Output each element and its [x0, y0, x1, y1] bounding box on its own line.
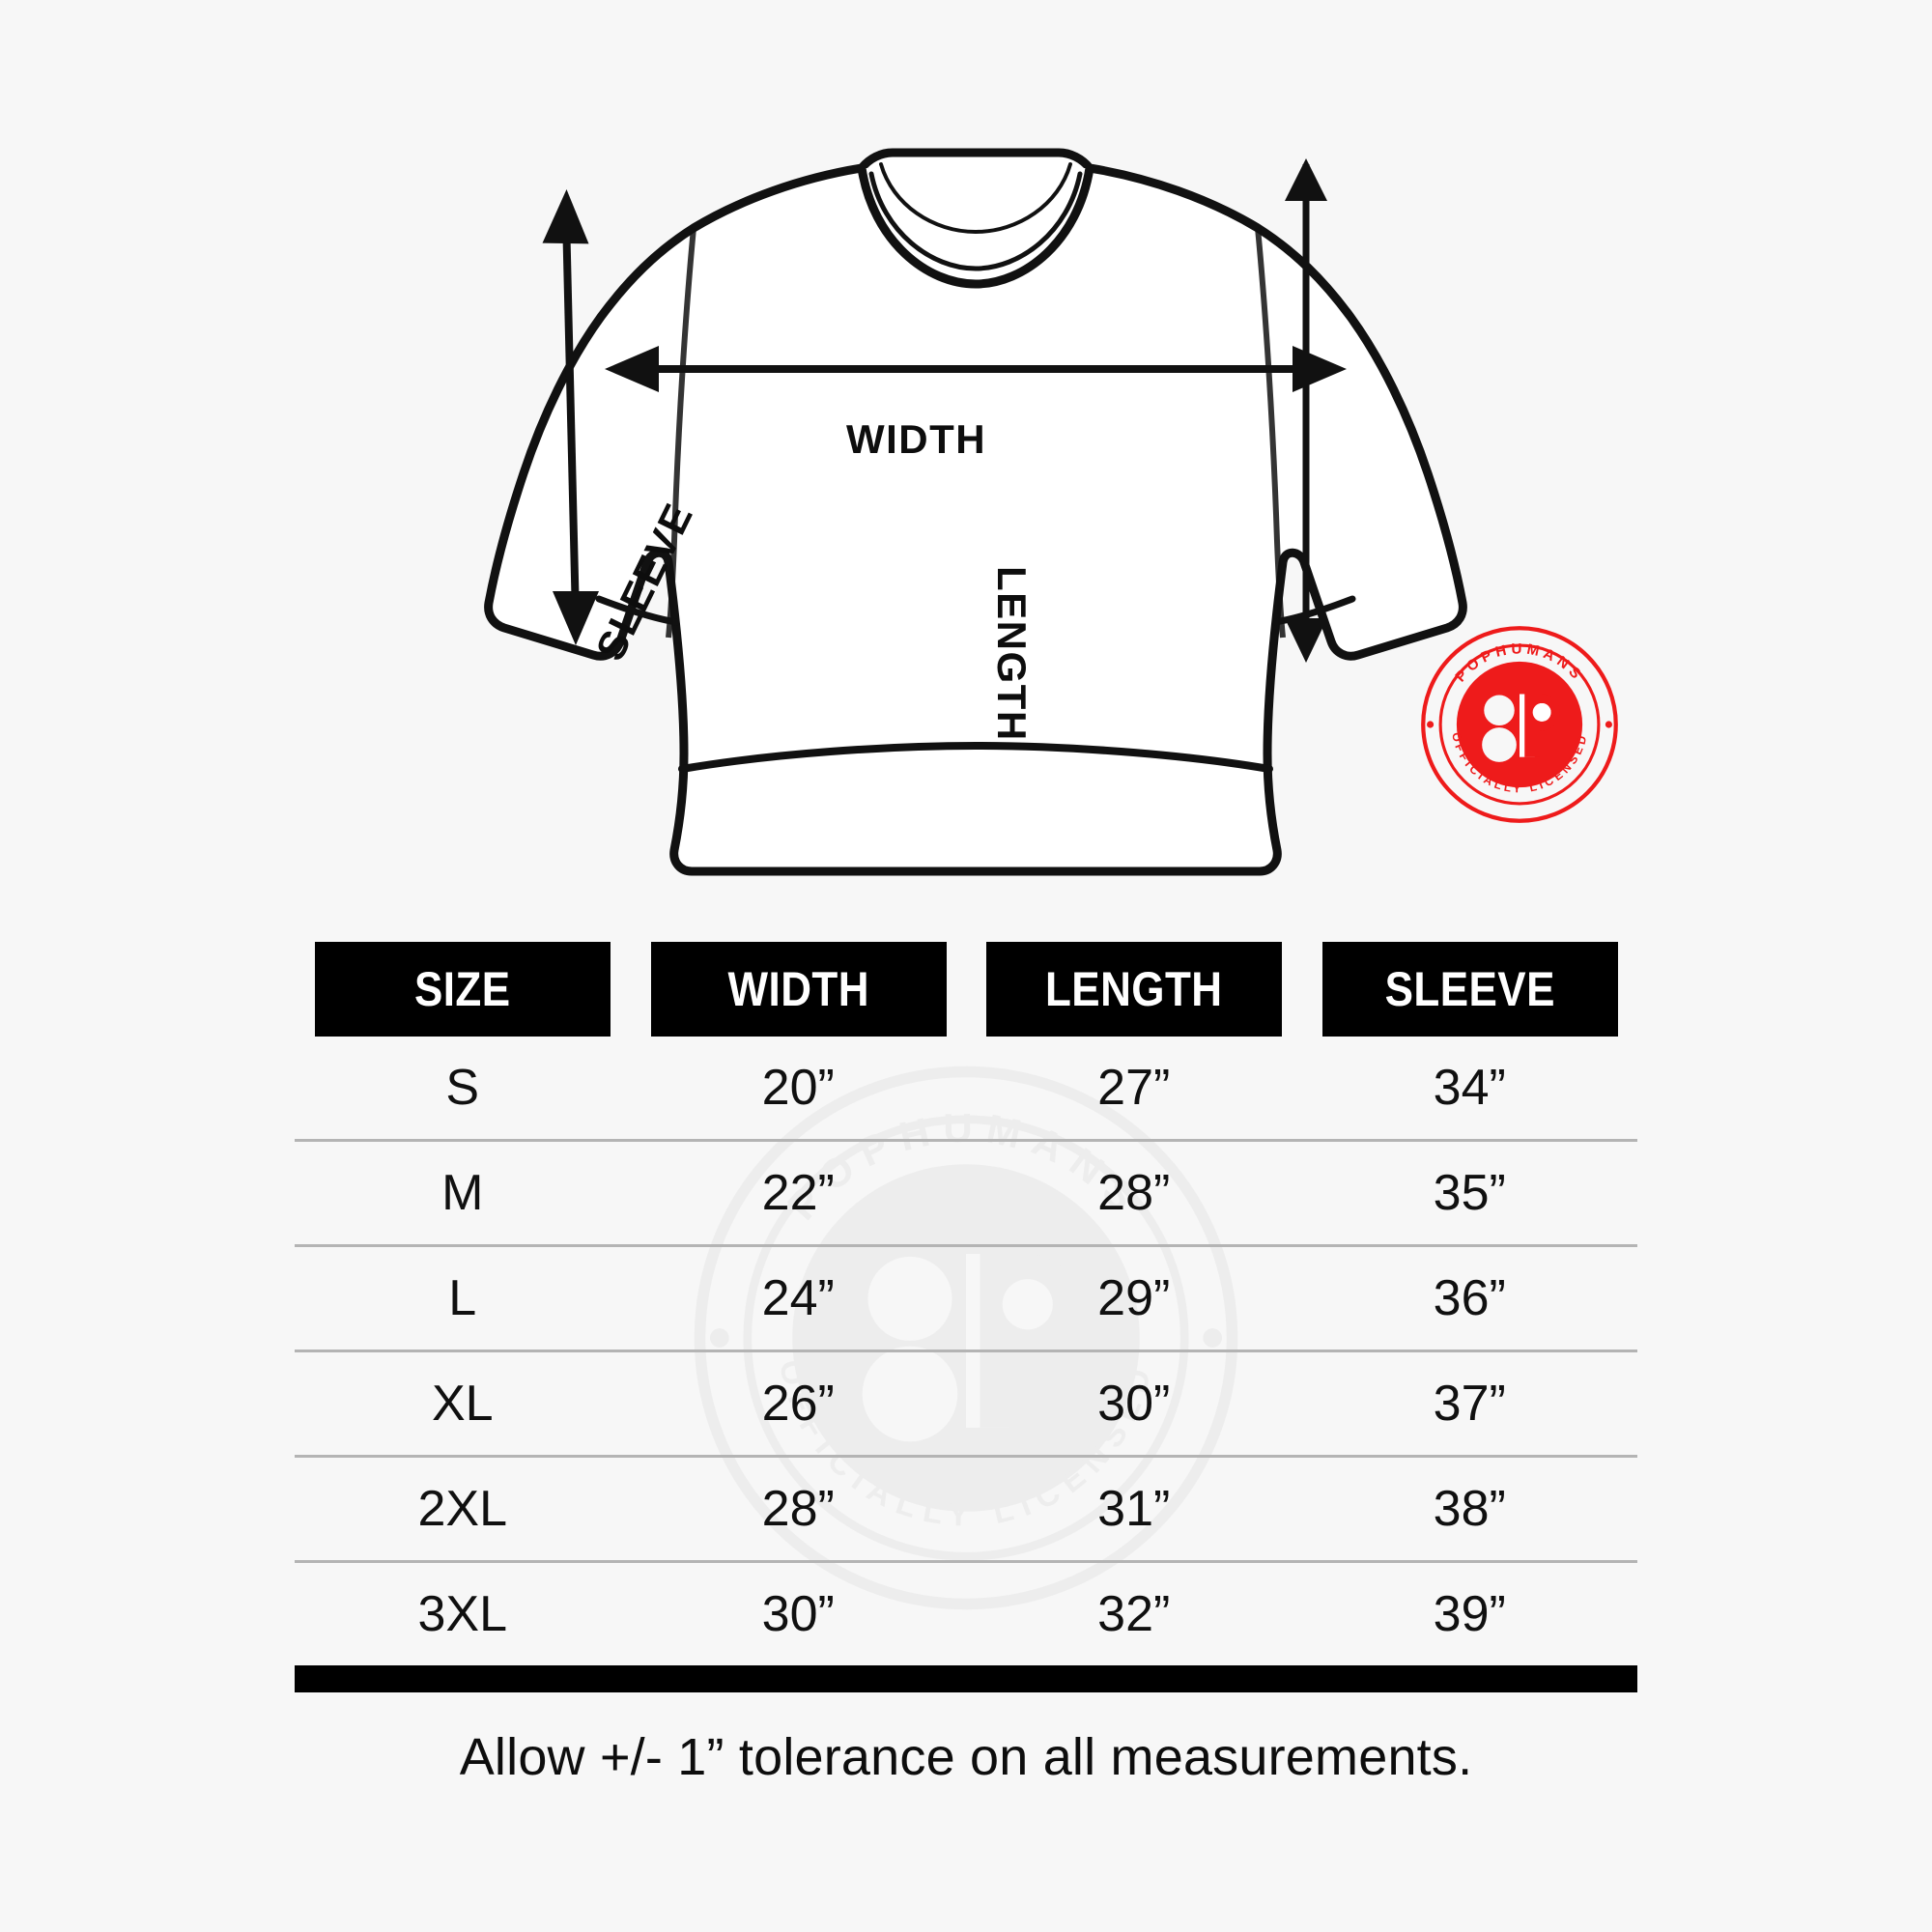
cell-length: 29” [966, 1245, 1302, 1352]
cell-sleeve: 38” [1301, 1456, 1637, 1563]
cell-sleeve: 34” [1301, 1037, 1637, 1142]
column-header-sleeve: SLEEVE [1321, 942, 1618, 1037]
sweatshirt-illustration [483, 135, 1468, 898]
cell-sleeve: 36” [1301, 1245, 1637, 1352]
table-row: XL 26” 30” 37” [295, 1350, 1637, 1458]
column-header-width: WIDTH [650, 942, 947, 1037]
cell-width: 30” [761, 1586, 835, 1642]
cell-width: 26” [630, 1350, 966, 1458]
cell-width: 20” [630, 1037, 966, 1142]
cell-width: 22” [630, 1140, 966, 1247]
sleeve-arrow-svg [542, 189, 599, 645]
cell-length: 30” [966, 1350, 1302, 1458]
badge-dot-right [1605, 721, 1612, 728]
size-table: SIZE WIDTH LENGTH SLEEVE S 20” 27” 34” M… [295, 942, 1637, 1665]
cell-length: 32” [1097, 1586, 1171, 1642]
cell-size: S [295, 1037, 631, 1142]
cell-size: L [295, 1245, 631, 1352]
badge-p-counter-2 [1532, 702, 1551, 722]
cell-length: 27” [966, 1037, 1302, 1142]
table-bottom-bar [295, 1665, 1637, 1692]
cell-size: M [295, 1140, 631, 1247]
length-label: LENGTH [989, 566, 1035, 742]
pophumans-badge: POPHUMANS OFFICIALLY LICENSED [1418, 623, 1621, 826]
table-row: 3XL 30” 32” 39” [295, 1562, 1637, 1666]
cell-size: XL [295, 1350, 631, 1458]
badge-p-stem [1523, 694, 1540, 757]
table-header-row: SIZE WIDTH LENGTH SLEEVE [295, 942, 1637, 1037]
cell-sleeve: 35” [1301, 1140, 1637, 1247]
cell-length: 31” [966, 1456, 1302, 1563]
cell-width: 24” [630, 1245, 966, 1352]
badge-inner-ring [1438, 643, 1601, 806]
badge-outer-ring [1421, 626, 1618, 823]
table-row: L 24” 29” 36” [295, 1245, 1637, 1352]
badge-p-gap [1520, 694, 1525, 757]
cell-sleeve: 39” [1433, 1586, 1506, 1642]
table-row: M 22” 28” 35” [295, 1140, 1637, 1247]
width-label: WIDTH [846, 416, 987, 462]
column-header-length: LENGTH [985, 942, 1282, 1037]
cell-length: 28” [966, 1140, 1302, 1247]
cell-sleeve: 37” [1301, 1350, 1637, 1458]
cell-width: 28” [630, 1456, 966, 1563]
tolerance-note: Allow +/- 1” tolerance on all measuremen… [459, 1728, 1473, 1786]
column-header-size: SIZE [314, 942, 611, 1037]
badge-dot-left [1427, 721, 1435, 728]
table-row: S 20” 27” 34” [295, 1037, 1637, 1142]
table-row: 2XL 28” 31” 38” [295, 1456, 1637, 1563]
length-arrow-svg [1285, 158, 1327, 663]
cell-size: 3XL [417, 1586, 508, 1642]
cell-size: 2XL [295, 1456, 631, 1563]
size-table-container: POPHUMANS OFFICIALLY LICENSED SIZE WIDTH… [295, 942, 1637, 1787]
